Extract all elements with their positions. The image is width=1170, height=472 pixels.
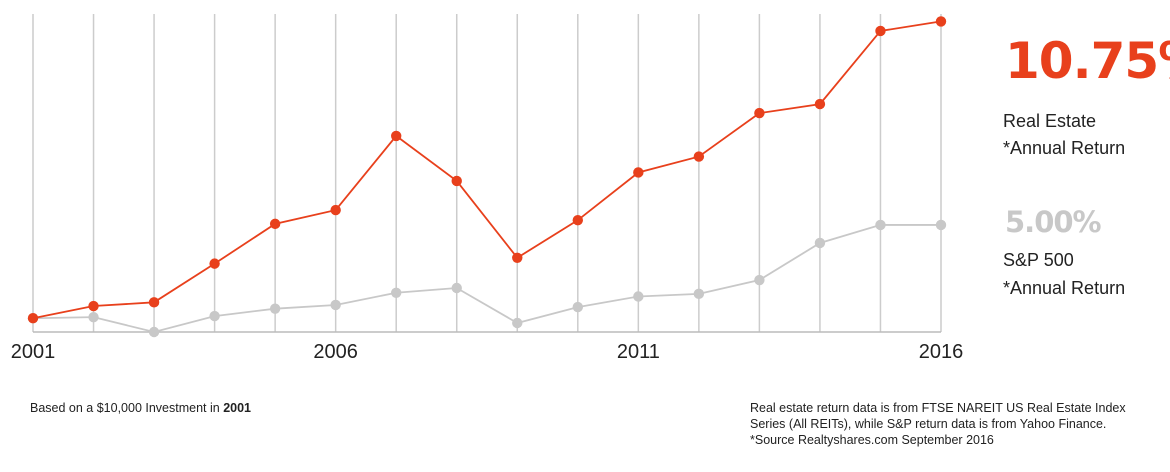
point-s-p-500-2006 <box>330 299 341 311</box>
chart-series <box>27 16 947 338</box>
point-real-estate-2002 <box>88 300 99 312</box>
sp500-return-value: 5.00% <box>1005 205 1102 239</box>
point-s-p-500-2010 <box>572 301 583 313</box>
point-real-estate-2012 <box>693 151 705 162</box>
sp500-annual-return-label: *Annual Return <box>1003 278 1126 298</box>
point-real-estate-2016 <box>935 16 947 27</box>
point-s-p-500-2015 <box>875 219 886 231</box>
point-real-estate-2001 <box>27 313 39 324</box>
point-real-estate-2008 <box>451 175 462 187</box>
point-real-estate-2003 <box>148 297 160 308</box>
point-real-estate-2009 <box>512 252 523 263</box>
real-estate-return-value: 10.75% <box>1005 32 1170 90</box>
investment-note-text: Based on a $10,000 Investment in <box>30 401 224 415</box>
point-real-estate-2013 <box>754 107 765 119</box>
investment-note: Based on a $10,000 Investment in 2001 <box>30 400 251 416</box>
x-tick-2001: 2001 <box>10 341 56 363</box>
point-s-p-500-2003 <box>148 326 160 338</box>
real-estate-label: Real Estate <box>1003 111 1097 131</box>
point-real-estate-2015 <box>875 25 886 37</box>
point-s-p-500-2014 <box>814 237 826 249</box>
investment-note-year: 2001 <box>223 401 252 415</box>
x-tick-2006: 2006 <box>313 341 358 363</box>
point-s-p-500-2002 <box>88 311 99 323</box>
point-s-p-500-2005 <box>269 303 281 314</box>
point-real-estate-2014 <box>814 98 826 110</box>
sp500-label: S&P 500 <box>1003 250 1074 270</box>
point-s-p-500-2008 <box>451 282 462 294</box>
x-tick-2016: 2016 <box>918 341 964 363</box>
point-real-estate-2004 <box>209 258 220 269</box>
point-s-p-500-2013 <box>754 274 765 286</box>
series-line-s-p-500 <box>32 224 941 333</box>
chart-gridlines <box>32 14 942 332</box>
line-chart <box>27 14 947 338</box>
source-note-line-2: Series (All REITs), while S&P return dat… <box>750 417 1107 431</box>
series-real-estate <box>27 16 947 324</box>
source-note-line-3: *Source Realtyshares.com September 2016 <box>750 433 994 447</box>
point-s-p-500-2011 <box>633 291 644 302</box>
point-real-estate-2010 <box>572 214 583 226</box>
point-s-p-500-2009 <box>512 317 523 329</box>
point-s-p-500-2012 <box>693 288 705 300</box>
source-note-line-1: Real estate return data is from FTSE NAR… <box>750 401 1126 415</box>
point-s-p-500-2007 <box>391 287 402 298</box>
point-real-estate-2007 <box>391 130 402 142</box>
point-real-estate-2005 <box>269 218 281 230</box>
point-s-p-500-2016 <box>935 219 947 231</box>
source-note: Real estate return data is from FTSE NAR… <box>750 400 1160 448</box>
point-real-estate-2011 <box>633 167 644 178</box>
point-s-p-500-2004 <box>209 310 220 322</box>
series-s-p-500 <box>27 219 947 338</box>
point-real-estate-2006 <box>330 204 341 216</box>
series-line-real-estate <box>32 20 942 320</box>
real-estate-annual-return-label: *Annual Return <box>1003 138 1126 158</box>
x-tick-2011: 2011 <box>616 341 660 363</box>
